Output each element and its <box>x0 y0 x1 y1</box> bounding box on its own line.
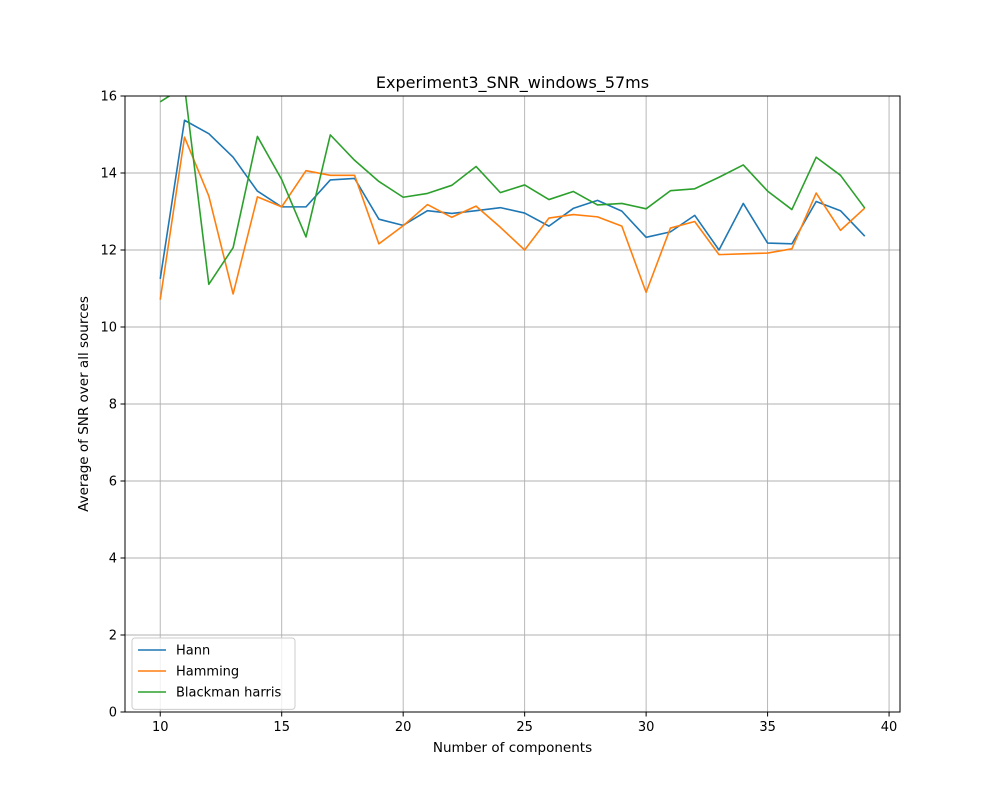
legend-label-blackman-harris: Blackman harris <box>176 686 281 701</box>
y-tick-label: 0 <box>109 706 117 721</box>
y-tick-label: 2 <box>109 629 117 644</box>
legend: Hann Hamming Blackman harris <box>131 637 296 710</box>
series-line-blackman-harris <box>159 96 866 286</box>
legend-label-hann: Hann <box>176 644 210 659</box>
y-tick-label: 12 <box>100 244 117 259</box>
x-tick-label: 40 <box>881 720 898 735</box>
y-tick-label: 14 <box>100 167 117 182</box>
series-line-hann <box>159 119 866 280</box>
y-axis-ticks: 0 2 4 6 8 10 12 14 16 <box>100 90 125 721</box>
x-tick-label: 30 <box>638 720 655 735</box>
series-lines <box>159 96 866 300</box>
y-tick-label: 6 <box>109 475 117 490</box>
y-tick-label: 8 <box>109 398 117 413</box>
y-tick-label: 4 <box>109 552 117 567</box>
x-tick-label: 25 <box>516 720 533 735</box>
x-axis-label: Number of components <box>433 740 592 756</box>
y-tick-label: 16 <box>100 90 117 105</box>
legend-box <box>131 637 296 710</box>
x-axis-ticks: 10 15 20 25 30 35 40 <box>152 712 897 735</box>
x-tick-label: 10 <box>152 720 169 735</box>
y-axis-label: Average of SNR over all sources <box>76 296 92 512</box>
chart-title: Experiment3_SNR_windows_57ms <box>376 73 649 93</box>
y-tick-label: 10 <box>100 321 117 336</box>
x-tick-label: 35 <box>759 720 776 735</box>
series-line-hamming <box>159 136 866 300</box>
x-tick-label: 20 <box>395 720 412 735</box>
legend-label-hamming: Hamming <box>176 665 239 680</box>
x-tick-label: 15 <box>273 720 290 735</box>
